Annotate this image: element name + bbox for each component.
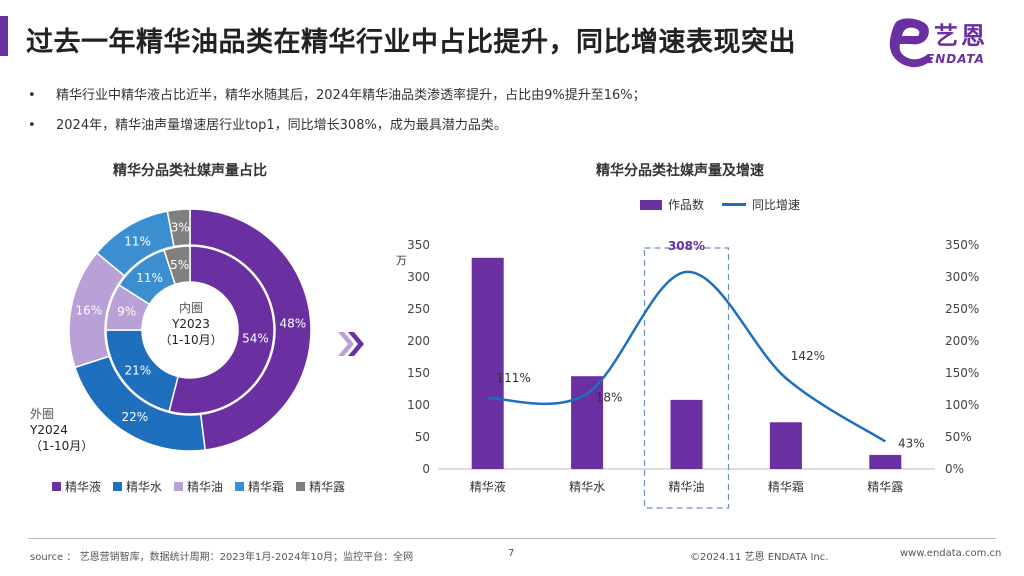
line-point-label: 18% <box>596 390 623 404</box>
legend-item: 精华油 <box>174 478 223 495</box>
bar-chart-legend: 作品数 同比增速 <box>640 196 800 213</box>
y-axis-tick-label: 100 <box>407 398 430 412</box>
bullet-item: 2024年，精华油声量增速居行业top1，同比增长308%，成为最具潜力品类。 <box>28 113 646 143</box>
footer-website: www.endata.com.cn <box>900 548 1002 559</box>
inner-ring-slice-label: 11% <box>136 271 163 285</box>
inner-ring-title: 内圈 <box>178 301 203 315</box>
outer-ring-label: 外圈 Y2024 （1-10月） <box>30 406 120 454</box>
x-axis-tick-label: 精华油 <box>668 480 704 494</box>
x-axis-tick-label: 精华露 <box>867 480 903 494</box>
y2-axis-tick-label: 250% <box>945 302 979 316</box>
outer-ring-slice-label: 16% <box>75 304 102 318</box>
legend-swatch <box>174 482 184 491</box>
y-axis-tick-label: 150 <box>407 366 430 380</box>
bar <box>769 422 802 469</box>
logo-text-en: ENDATA <box>926 52 985 66</box>
bar <box>471 257 504 469</box>
footer-copyright: ©2024.11 艺恩 ENDATA Inc. <box>690 552 829 563</box>
inner-ring-slice-label: 54% <box>242 331 269 345</box>
outer-ring-title: 外圈 <box>30 407 55 421</box>
title-accent-bar <box>0 16 8 56</box>
inner-ring-period: Y2023 <box>172 317 210 331</box>
line-point-label: 43% <box>898 436 925 450</box>
bar <box>571 376 604 469</box>
page-title: 过去一年精华油品类在精华行业中占比提升，同比增速表现突出 <box>26 27 796 58</box>
logo-text-cn: 艺恩 <box>934 22 988 50</box>
y2-axis-tick-label: 50% <box>945 430 972 444</box>
outer-ring-slice-label: 3% <box>171 220 190 234</box>
legend-swatch <box>113 482 123 491</box>
legend-label: 精华水 <box>126 480 163 494</box>
inner-ring-slice-label: 21% <box>125 363 152 377</box>
outer-ring-period: Y2024 <box>30 423 68 437</box>
growth-rate-line <box>487 270 886 443</box>
legend-item: 精华水 <box>113 478 162 495</box>
footer-divider <box>28 538 996 539</box>
x-axis-tick-label: 精华液 <box>470 479 506 494</box>
y-axis-unit-label: 万 <box>396 254 407 267</box>
donut-chart-title: 精华分品类社媒声量占比 <box>113 163 267 179</box>
outer-ring-slice <box>166 208 191 248</box>
legend-swatch-line <box>722 203 747 206</box>
legend-swatch <box>296 482 306 491</box>
x-axis-tick-label: 精华水 <box>569 480 605 494</box>
inner-ring-slice-label: 5% <box>170 258 189 272</box>
page-number: 7 <box>508 548 515 559</box>
endata-logo: 艺恩 ENDATA <box>888 14 1008 74</box>
bullet-item: 精华行业中精华液占比近半，精华水随其后，2024年精华油品类渗透率提升，占比由9… <box>28 83 646 113</box>
y2-axis-tick-label: 300% <box>945 270 979 284</box>
outer-ring-slice <box>189 208 312 451</box>
inner-ring-slice <box>168 245 275 415</box>
summary-bullets: 精华行业中精华液占比近半，精华水随其后，2024年精华油品类渗透率提升，占比由9… <box>28 83 646 143</box>
legend-label: 作品数 <box>668 198 705 212</box>
y-axis-tick-label: 250 <box>407 302 430 316</box>
y2-axis-tick-label: 150% <box>945 366 979 380</box>
y2-axis-tick-label: 200% <box>945 334 979 348</box>
y2-axis-tick-label: 0% <box>945 462 964 476</box>
y-axis-tick-label: 0 <box>422 462 430 476</box>
y2-axis-tick-label: 100% <box>945 398 979 412</box>
y-axis-tick-label: 50 <box>415 430 430 444</box>
inner-ring-label: 内圈 Y2023 （1-10月） <box>148 300 234 348</box>
outer-ring-slice-label: 22% <box>121 410 148 424</box>
line-point-label: 308% <box>668 239 705 253</box>
legend-item: 精华液 <box>52 478 101 495</box>
x-axis-tick-label: 精华霜 <box>768 480 804 494</box>
bar-chart-title: 精华分品类社媒声量及增速 <box>596 163 764 179</box>
inner-ring-slice-label: 9% <box>117 305 136 319</box>
line-point-label: 111% <box>497 371 531 385</box>
donut-legend: 精华液 精华水 精华油 精华霜 精华露 <box>52 478 345 495</box>
legend-swatch <box>235 482 245 491</box>
legend-swatch <box>52 482 61 491</box>
inner-ring-slice <box>163 245 191 286</box>
legend-label: 精华露 <box>309 480 346 494</box>
outer-ring-range: （1-10月） <box>30 439 94 453</box>
footer-source: source ： 艺恩营销智库，数据统计周期：2023年1月-2024年10月；… <box>30 552 414 563</box>
y-axis-tick-label: 350 <box>407 238 430 252</box>
y-axis-tick-label: 200 <box>407 334 430 348</box>
legend-item: 精华霜 <box>235 478 284 495</box>
inner-ring-range: （1-10月） <box>159 333 223 347</box>
chevron-right-icon <box>338 332 364 356</box>
bar <box>869 454 902 469</box>
donut-hole <box>143 283 237 377</box>
highlight-box <box>643 247 730 509</box>
endata-logo-icon <box>889 18 932 68</box>
legend-label: 同比增速 <box>752 198 801 212</box>
legend-swatch-bar <box>640 199 662 210</box>
legend-item: 同比增速 <box>722 196 800 213</box>
legend-item: 作品数 <box>640 196 704 213</box>
donut-chart: 48% 22% 16% 11% 3% 54% 21% 9% 11% 5% <box>68 208 312 452</box>
bar <box>670 399 703 469</box>
legend-label: 精华液 <box>65 480 102 494</box>
line-point-label: 142% <box>791 349 825 363</box>
y-axis-tick-label: 300 <box>407 270 430 284</box>
legend-item: 精华露 <box>296 478 345 495</box>
outer-ring-slice-label: 48% <box>279 317 306 331</box>
outer-ring-slice-label: 11% <box>124 234 151 248</box>
y2-axis-tick-label: 350% <box>945 238 979 252</box>
legend-label: 精华油 <box>187 480 224 494</box>
bar-line-chart: 万 0 50 100 150 200 250 300 350 0% 50% 100% 150% 200% 2… <box>396 238 979 509</box>
legend-label: 精华霜 <box>248 480 285 494</box>
